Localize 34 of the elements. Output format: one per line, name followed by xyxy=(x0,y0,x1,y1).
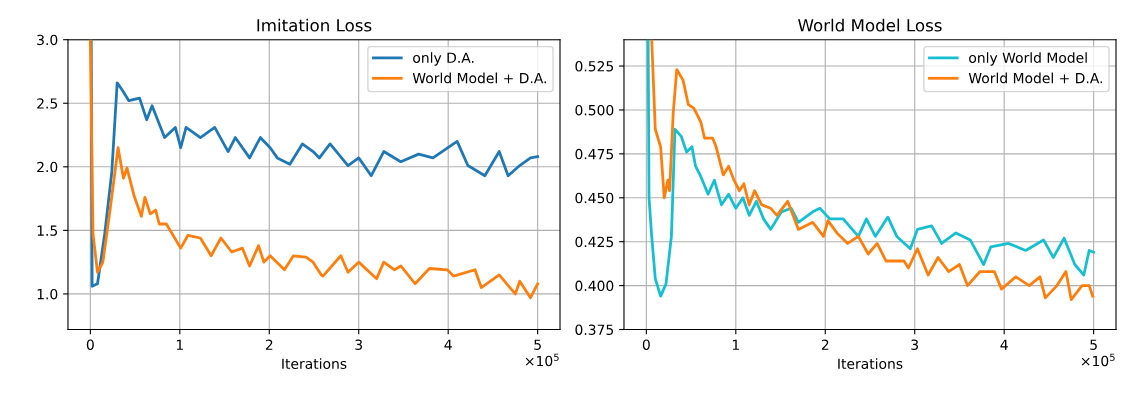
x-axis-title: Iterations xyxy=(838,358,903,369)
x-tick-label: 0 xyxy=(642,339,650,350)
y-tick-label: 0.425 xyxy=(575,236,614,248)
x-axis-title: Iterations xyxy=(282,358,347,369)
text: ×10$^{5}$ xyxy=(1081,353,1115,367)
y-tick-label: 1.5 xyxy=(37,225,58,236)
y-tick-label: 0.500 xyxy=(575,104,614,116)
x-tick-label: 3 xyxy=(355,339,363,350)
y-tick-label: 0.475 xyxy=(575,148,614,160)
x-tick-label: 3 xyxy=(911,339,919,350)
legend-label: only D.A. xyxy=(413,52,474,66)
x-tick-label: 2 xyxy=(821,339,829,350)
y-tick-label: 0.375 xyxy=(575,324,614,335)
x-tick-label: 4 xyxy=(444,339,452,350)
chart-title: World Model Loss xyxy=(798,18,942,32)
x-tick-label: 5 xyxy=(534,339,541,350)
y-tick-label: 3.0 xyxy=(37,34,58,46)
x-tick-label: 0 xyxy=(86,339,94,350)
y-tick-label: 0.525 xyxy=(575,61,614,72)
x-tick-label: 1 xyxy=(732,339,739,350)
legend-label: World Model + D.A. xyxy=(968,72,1103,84)
x-tick-label: 1 xyxy=(176,339,183,350)
text: ×10$^{5}$ xyxy=(525,353,559,367)
x-tick-label: 2 xyxy=(265,339,273,350)
y-tick-label: 0.450 xyxy=(575,192,614,204)
y-tick-label: 2.0 xyxy=(37,161,58,173)
legend-label: World Model + D.A. xyxy=(412,72,547,84)
x-tick-label: 5 xyxy=(1090,339,1097,350)
y-tick-label: 0.400 xyxy=(575,280,614,292)
y-tick-label: 2.5 xyxy=(37,98,58,109)
x-tick-label: 4 xyxy=(1000,339,1008,350)
y-tick-label: 1.0 xyxy=(37,288,58,300)
chart-title: Imitation Loss xyxy=(257,18,372,32)
legend-label: only World Model xyxy=(969,52,1087,66)
